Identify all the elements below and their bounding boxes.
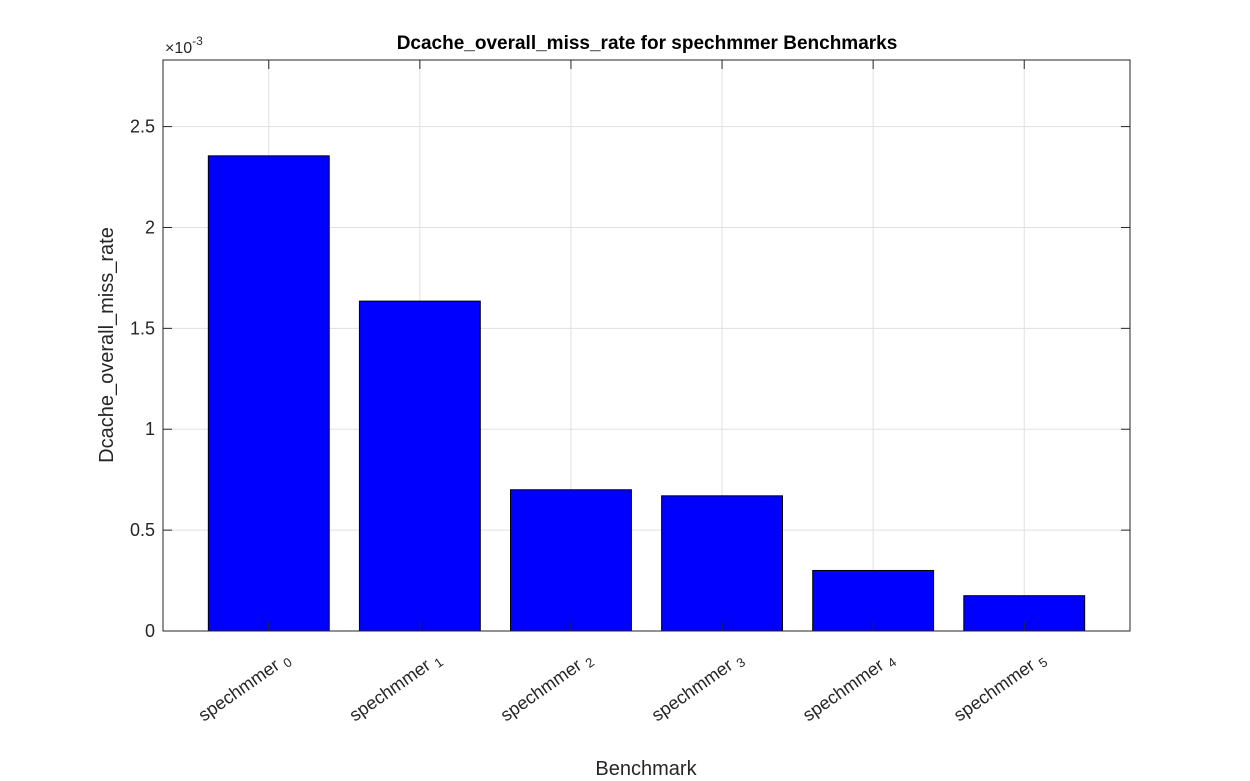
x-tick-label: spechmmer 3	[648, 648, 748, 728]
tick-marks	[163, 60, 1130, 632]
chart-title: Dcache_overall_miss_rate for spechmmer B…	[397, 33, 898, 54]
y-axis-exponent: ×10-3	[165, 34, 203, 57]
x-axis-label: Benchmark	[595, 758, 697, 780]
y-tick-label: 1	[145, 419, 155, 439]
x-tick-label: spechmmer 4	[799, 648, 899, 728]
x-tick-label: spechmmer 5	[950, 648, 1050, 728]
x-tick-label: spechmmer 0	[195, 648, 295, 728]
bar-spechmmer-2	[510, 489, 632, 632]
y-tick-label: 0	[145, 621, 155, 641]
bar-spechmmer-4	[812, 569, 935, 632]
x-tick-label: spechmmer 2	[497, 648, 597, 728]
x-tick-labels: spechmmer 0 spechmmer 1 spechmmer 2 spechmm…	[195, 648, 1051, 728]
y-tick-label: 0.5	[130, 520, 155, 540]
y-tick-label: 2.5	[130, 117, 155, 137]
y-tick-labels: 0 0.5 1 1.5 2 2.5	[130, 117, 155, 641]
bar-spechmmer-0	[207, 155, 330, 632]
y-axis-label: Dcache_overall_miss_rate	[96, 227, 118, 463]
bar-spechmmer-1	[358, 300, 481, 632]
bars	[207, 155, 1086, 632]
plot-area-frame	[162, 59, 1131, 632]
x-tick-label: spechmmer 1	[346, 648, 446, 728]
y-tick-label: 1.5	[130, 318, 155, 338]
y-tick-label: 2	[145, 217, 155, 237]
bar-spechmmer-3	[661, 495, 783, 632]
